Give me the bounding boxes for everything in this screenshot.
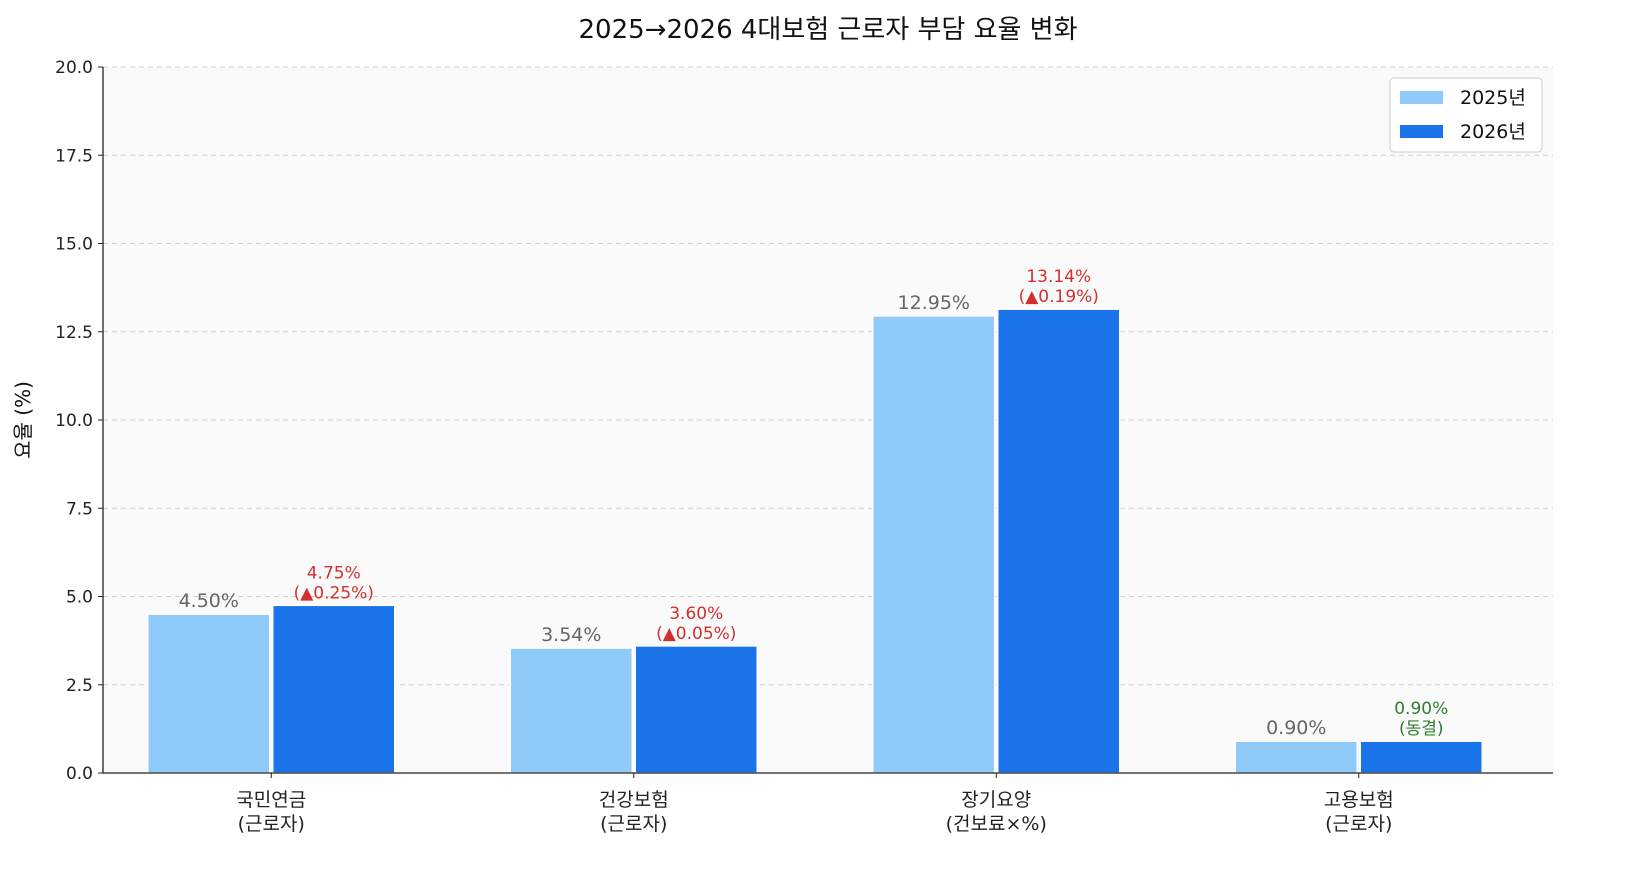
bar-2026 bbox=[634, 645, 758, 774]
data-label: 12.95% bbox=[898, 292, 970, 314]
data-label: 3.54% bbox=[541, 624, 601, 646]
legend-swatch bbox=[1400, 91, 1443, 104]
data-label: 4.75% (▲0.25%) bbox=[294, 563, 374, 603]
chart-title: 2025→2026 4대보험 근로자 부담 요율 변화 bbox=[578, 15, 1077, 45]
bar-2025 bbox=[872, 315, 996, 774]
bar-2026 bbox=[272, 604, 396, 774]
y-axis-label: 요율 (%) bbox=[11, 381, 35, 459]
bar-2025 bbox=[1234, 740, 1358, 774]
bar-2025 bbox=[509, 647, 633, 774]
y-tick-label: 10.0 bbox=[55, 411, 93, 431]
data-label: 0.90% (동결) bbox=[1394, 699, 1448, 739]
y-tick-label: 20.0 bbox=[55, 58, 93, 78]
data-label: 3.60% (▲0.05%) bbox=[656, 604, 736, 644]
y-tick-label: 15.0 bbox=[55, 235, 93, 255]
y-tick-label: 12.5 bbox=[55, 323, 93, 343]
bar-2026 bbox=[997, 308, 1121, 774]
bar-2025 bbox=[147, 613, 271, 774]
y-tick-label: 17.5 bbox=[55, 146, 93, 166]
y-tick-label: 7.5 bbox=[66, 499, 93, 519]
y-tick-label: 0.0 bbox=[66, 764, 93, 784]
y-tick-label: 5.0 bbox=[66, 588, 93, 608]
legend-label: 2025년 bbox=[1460, 87, 1526, 109]
legend-swatch bbox=[1400, 125, 1443, 138]
data-label: 4.50% bbox=[179, 590, 239, 612]
x-tick-label: 국민연금 (근로자) bbox=[236, 789, 306, 835]
legend: 2025년 2026년 bbox=[1389, 77, 1543, 153]
bar-2026 bbox=[1359, 740, 1483, 774]
x-tick-label: 고용보험 (근로자) bbox=[1324, 789, 1394, 835]
data-label: 0.90% bbox=[1266, 717, 1326, 739]
data-label: 13.14% (▲0.19%) bbox=[1019, 267, 1099, 307]
y-tick-label: 2.5 bbox=[66, 676, 93, 696]
x-tick-label: 건강보험 (근로자) bbox=[599, 789, 669, 835]
x-tick-label: 장기요양 (건보료×%) bbox=[946, 789, 1047, 835]
legend-label: 2026년 bbox=[1460, 121, 1526, 143]
